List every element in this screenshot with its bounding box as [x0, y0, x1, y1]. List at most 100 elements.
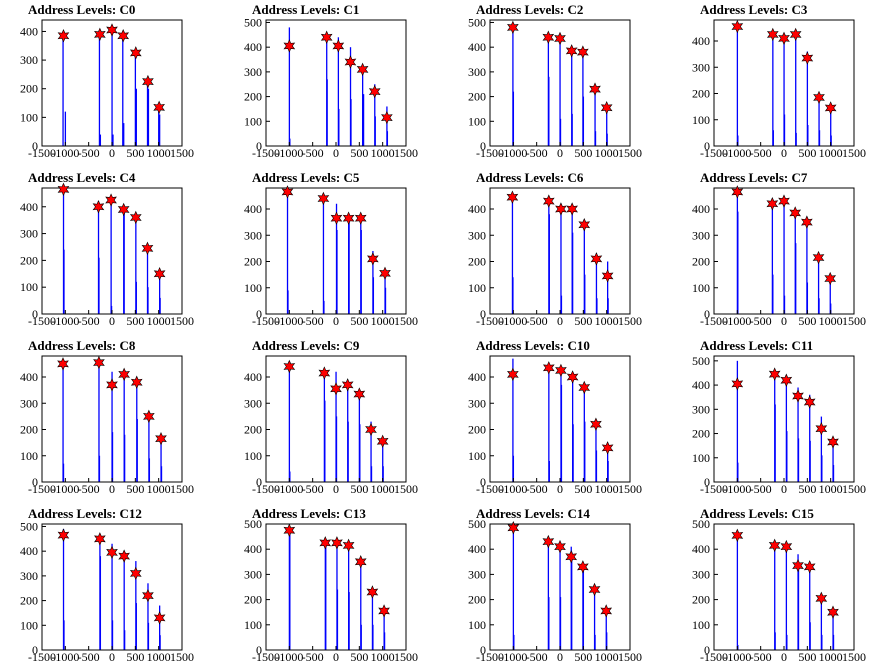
histogram-bar [322, 198, 325, 314]
x-tick-label: 1500 [170, 146, 194, 160]
peak-marker [376, 434, 389, 449]
histogram-bar [832, 438, 834, 482]
histogram-bar [571, 47, 573, 146]
x-tick-label: 0 [109, 650, 115, 664]
x-tick-label: 500 [126, 146, 144, 160]
peak-marker [106, 545, 118, 560]
histogram-bar [809, 564, 811, 650]
y-tick-label: 200 [244, 593, 262, 607]
peak-marker [789, 27, 802, 42]
x-tick-label: -1500 [476, 650, 504, 664]
peak-marker [368, 84, 381, 99]
x-tick-label: -1000 [275, 650, 303, 664]
x-tick-label: 500 [350, 650, 368, 664]
x-tick-label: 1000 [147, 650, 171, 664]
x-tick-label: -1500 [700, 650, 728, 664]
y-tick-label: 100 [244, 449, 262, 463]
histogram-bar [513, 634, 515, 650]
histogram-bar [62, 34, 64, 146]
y-tick-label: 500 [468, 15, 486, 29]
y-tick-label: 200 [244, 90, 262, 104]
y-tick-label: 500 [692, 354, 710, 368]
histogram-bar [596, 298, 598, 314]
histogram-bar [807, 125, 809, 146]
histogram-bar [382, 440, 384, 482]
histogram-bar [572, 232, 574, 315]
x-tick-label: 500 [126, 650, 144, 664]
histogram-bar [786, 431, 788, 482]
histogram-bar [786, 634, 788, 650]
peak-marker [342, 538, 355, 553]
peak-marker [507, 20, 519, 35]
histogram-bar [362, 94, 365, 146]
x-tick-label: 500 [798, 314, 816, 328]
histogram-bar [111, 371, 113, 482]
peak-marker [356, 62, 369, 77]
peak-marker [283, 523, 296, 538]
histogram-bar [548, 461, 550, 482]
peak-marker [141, 241, 154, 256]
y-tick-label: 400 [692, 542, 710, 556]
peak-marker [789, 206, 802, 220]
x-tick-label: -1000 [723, 650, 751, 664]
peak-marker [542, 194, 555, 208]
histogram-bar [832, 634, 835, 650]
histogram-bar [582, 569, 585, 650]
peak-marker [129, 210, 142, 225]
histogram-bar [159, 635, 161, 650]
histogram-bar [338, 108, 340, 146]
x-tick-label: 0 [109, 146, 115, 160]
x-tick-label: 500 [350, 482, 368, 496]
histogram-bar [511, 193, 514, 314]
y-tick-label: 400 [20, 24, 38, 38]
chart-panel: Address Levels: C8-1500-1000-500 0 500 1000… [20, 338, 194, 496]
histogram-bar [818, 130, 821, 146]
y-tick-label: 200 [468, 90, 486, 104]
histogram-bar [607, 461, 609, 482]
histogram-bar [148, 458, 151, 483]
histogram-bar [370, 466, 373, 482]
histogram-bar [146, 246, 149, 314]
y-tick-label: 200 [692, 87, 710, 101]
peak-marker [506, 190, 519, 204]
y-tick-label: 0 [704, 139, 710, 153]
histogram-bar [594, 131, 597, 146]
histogram-bar [606, 133, 608, 146]
histogram-bar [147, 88, 150, 146]
y-tick-label: 300 [692, 60, 710, 74]
y-tick-label: 500 [692, 517, 710, 531]
chart-panel: Address Levels: C9-1500-1000-500 0 500 1000… [244, 338, 418, 496]
chart-panel: Address Levels: C7-1500-1000-500 0 500 1000… [692, 170, 866, 328]
histogram-bar [324, 400, 326, 483]
peak-marker [566, 202, 578, 216]
histogram-bar [830, 303, 832, 314]
y-tick-label: 100 [468, 281, 486, 295]
histogram-bar [559, 544, 561, 650]
x-tick-label: 1500 [170, 314, 194, 328]
histogram-bar [607, 298, 609, 314]
y-tick-label: 200 [244, 423, 262, 437]
histogram-bar [832, 609, 834, 650]
histogram-bar [159, 271, 161, 314]
peak-marker [381, 110, 393, 125]
x-tick-label: 1000 [371, 482, 395, 496]
peak-marker [142, 74, 154, 89]
histogram-bar [148, 413, 150, 482]
x-tick-label: 1000 [371, 146, 395, 160]
chart-panel: Address Levels: C14-1500-1000-500 0 500 100… [468, 506, 642, 664]
histogram-bar [99, 134, 102, 146]
histogram-bar [785, 544, 788, 650]
x-tick-label: -500 [526, 650, 548, 664]
histogram-bar [336, 230, 338, 314]
histogram-bar [350, 99, 352, 146]
peak-marker [106, 23, 118, 37]
y-tick-label: 300 [244, 567, 262, 581]
histogram-bar [785, 375, 788, 482]
peak-marker [118, 367, 130, 382]
x-tick-label: -1000 [51, 650, 79, 664]
histogram-bar [737, 211, 739, 315]
histogram-bar [548, 214, 550, 314]
peak-marker [766, 197, 779, 211]
x-tick-label: 1000 [819, 146, 843, 160]
x-tick-label: 0 [557, 314, 563, 328]
